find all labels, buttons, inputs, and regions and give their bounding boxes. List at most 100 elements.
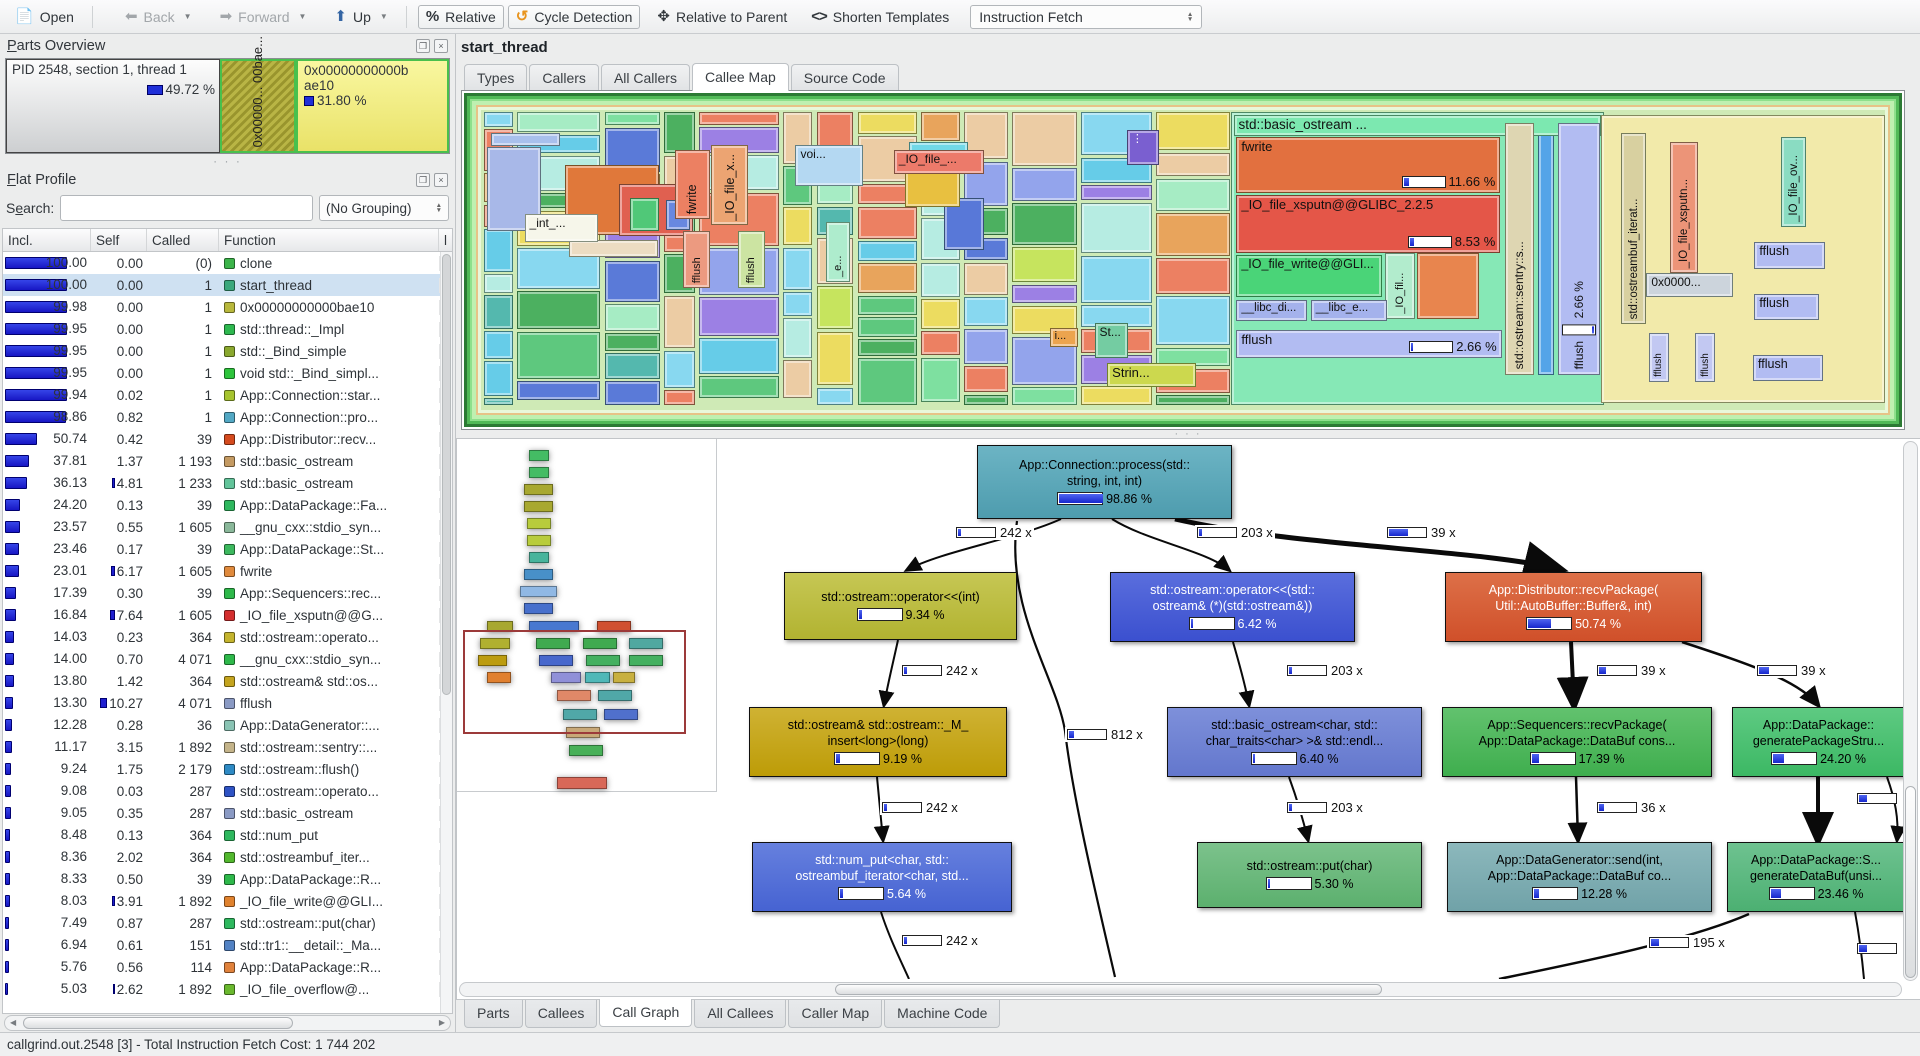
treemap-block[interactable] (698, 112, 779, 125)
treemap-block[interactable] (1012, 247, 1077, 283)
scroll-right-icon[interactable]: ▶ (438, 1018, 445, 1027)
treemap-block[interactable] (857, 112, 917, 135)
treemap-item-fwrite[interactable]: fwrite (674, 150, 710, 220)
treemap-block[interactable] (490, 132, 560, 146)
graph-node-app-connection-process-std-[interactable]: App::Connection::process(std:: string, in… (977, 445, 1232, 519)
treemap-item--io-fil-[interactable]: _IO_fil... (1385, 253, 1415, 320)
treemap-block[interactable] (920, 112, 960, 142)
graph-node-app-distributor-recvpackage-[interactable]: App::Distributor::recvPackage(Util::Auto… (1445, 572, 1702, 642)
treemap-block[interactable] (483, 112, 513, 127)
treemap-block[interactable] (663, 350, 695, 388)
tab-types[interactable]: Types (464, 64, 528, 90)
treemap-block[interactable] (857, 263, 917, 294)
part-block-bae-rotated[interactable]: 0x00000... 00bae... (220, 36, 296, 153)
column-function[interactable]: Function (219, 229, 439, 251)
treemap-block[interactable] (782, 207, 813, 246)
event-type-combobox[interactable]: Instruction Fetch ▲ ▼ (970, 4, 1203, 29)
treemap-block[interactable] (604, 112, 660, 126)
graph-node-std-ostream-std-ostream-m-[interactable]: std::ostream& std::ostream::_M_ insert<lo… (749, 707, 1007, 777)
graph-node-std-num-put-char-std-[interactable]: std::num_put<char, std:: ostreambuf_itera… (752, 842, 1012, 912)
flat-profile-hscrollbar[interactable]: ◀ ▶ (4, 1015, 451, 1031)
forward-button[interactable]: ➡ Forward ▼ (213, 6, 314, 28)
tab-all-callees[interactable]: All Callees (694, 1000, 787, 1028)
treemap-item--io-file-xsputn-glibc-2-2-5[interactable]: _IO_file_xsputn@@GLIBC_2.2.5 8.53 % (1236, 195, 1501, 254)
part-block-thread1[interactable]: PID 2548, section 1, thread 1 49.72 % (6, 59, 220, 153)
treemap-item-fflush[interactable]: fflush (1754, 293, 1819, 321)
treemap-block[interactable] (629, 198, 660, 231)
flat-profile-row[interactable]: 99.980.0010x00000000000bae10l (3, 296, 452, 318)
treemap-item--e-[interactable]: _e... (826, 221, 851, 282)
treemap-block[interactable] (483, 397, 513, 406)
tab-callers[interactable]: Callers (529, 64, 599, 90)
treemap-block[interactable] (698, 338, 779, 374)
treemap-block[interactable] (604, 333, 660, 352)
flat-profile-row[interactable]: 23.016.171 605fwritel (3, 560, 452, 582)
treemap-block[interactable] (782, 247, 813, 290)
treemap-block[interactable] (516, 291, 601, 330)
treemap-item-fflush[interactable]: fflush (737, 230, 765, 289)
treemap-block[interactable] (816, 387, 854, 406)
call-graph-minimap[interactable] (457, 439, 717, 792)
graph-node-app-datapackage-[interactable]: App::DataPackage:: generatePackageStru...… (1732, 707, 1905, 777)
flat-profile-row[interactable]: 16.847.641 605_IO_file_xsputn@@G...l (3, 604, 452, 626)
treemap-block[interactable] (1012, 168, 1077, 202)
tab-parts[interactable]: Parts (464, 1000, 523, 1028)
treemap-block[interactable] (516, 331, 601, 379)
treemap-block[interactable] (1012, 305, 1077, 335)
back-dropdown-icon[interactable]: ▼ (183, 12, 192, 21)
treemap-item-fflush[interactable]: fflush (683, 230, 710, 289)
flat-profile-row[interactable]: 5.032.621 892_IO_file_overflow@...l (3, 978, 452, 1000)
treemap-block[interactable] (1080, 386, 1153, 406)
treemap-block[interactable] (782, 359, 813, 399)
treemap-block[interactable] (569, 240, 658, 257)
treemap-block[interactable] (1417, 253, 1480, 320)
treemap-item-fflush[interactable]: fflush (1753, 354, 1824, 382)
call-graph[interactable]: App::Connection::process(std:: string, in… (456, 438, 1920, 1000)
treemap-block[interactable] (816, 286, 854, 330)
treemap-block[interactable] (1080, 255, 1153, 303)
flat-profile-header[interactable]: Incl. Self Called Function l (2, 228, 453, 252)
relative-toggle-button[interactable]: % Relative (417, 4, 504, 29)
forward-dropdown-icon[interactable]: ▼ (298, 12, 307, 21)
cycle-detection-button[interactable]: ↺ Cycle Detection (507, 4, 641, 29)
tab-source-code[interactable]: Source Code (790, 64, 899, 90)
tab-callees[interactable]: Callees (524, 1000, 598, 1028)
treemap-block[interactable] (1156, 178, 1231, 211)
treemap-block[interactable] (516, 112, 601, 133)
treemap-block[interactable] (1156, 112, 1231, 151)
column-location[interactable]: l (444, 232, 447, 248)
treemap-item-voi-[interactable]: voi... (795, 144, 863, 187)
treemap-block[interactable] (604, 353, 660, 379)
treemap-block[interactable] (663, 112, 695, 154)
treemap-block[interactable] (1080, 202, 1153, 254)
column-called[interactable]: Called (147, 229, 219, 251)
treemap-item-fflush[interactable]: fflush (1754, 242, 1825, 269)
tab-machine-code[interactable]: Machine Code (884, 1000, 1001, 1028)
treemap-block[interactable] (857, 317, 917, 337)
treemap-block[interactable] (857, 295, 917, 316)
scroll-left-icon[interactable]: ◀ (10, 1018, 17, 1027)
close-panel-icon[interactable]: × (434, 173, 448, 187)
treemap-block[interactable] (920, 331, 960, 356)
treemap-item-fwrite[interactable]: fwrite 11.66 % (1236, 137, 1501, 194)
treemap-block[interactable] (483, 295, 513, 329)
treemap-item-std-basic-ostream-char-std-char-traits-char-[interactable]: std::basic_ostream ... (1233, 114, 1602, 136)
treemap-item--[interactable]: ⋮ (1126, 129, 1160, 166)
search-input[interactable] (60, 195, 313, 221)
graph-node-std-basic-ostream-char-std-[interactable]: std::basic_ostream<char, std:: char_trait… (1167, 707, 1422, 777)
tab-all-callers[interactable]: All Callers (600, 64, 690, 90)
treemap-item-std-ostreambuf-iterat-[interactable]: std::ostreambuf_iterat... (1621, 132, 1647, 324)
treemap-item--io-file-x-[interactable]: _IO_file_x... (711, 144, 748, 226)
treemap-item-std-ostream-sentry-s-[interactable]: std::ostream::sentry::s... (1504, 123, 1534, 375)
